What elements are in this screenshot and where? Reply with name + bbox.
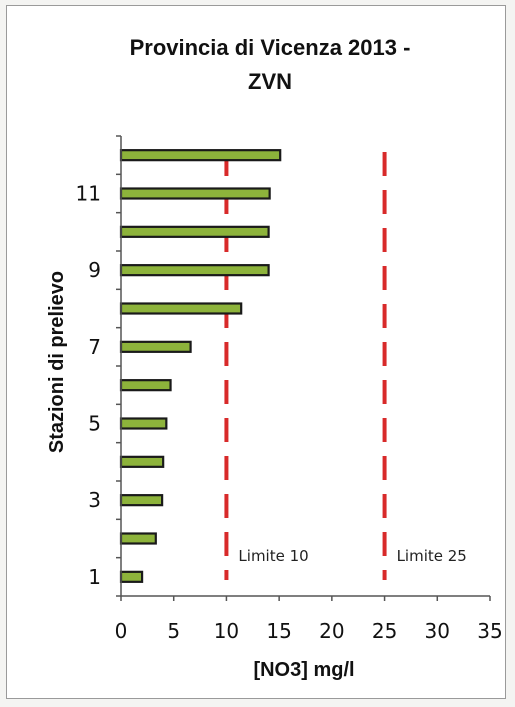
x-tick-labels: 0 5 10 15 20 25 30 35 bbox=[115, 619, 503, 643]
bar-station-9 bbox=[119, 264, 270, 277]
x-tick-label-15: 15 bbox=[266, 619, 291, 643]
y-tick-label-9: 9 bbox=[88, 258, 101, 282]
y-tick-label-7: 7 bbox=[88, 335, 101, 359]
y-tick-labels: 1 3 5 7 9 11 bbox=[76, 182, 101, 589]
y-tick-label-3: 3 bbox=[88, 488, 101, 512]
reference-lines: Limite 10 Limite 25 bbox=[224, 152, 467, 580]
x-tick-label-5: 5 bbox=[167, 619, 180, 643]
axes bbox=[116, 135, 491, 601]
bar-station-10 bbox=[119, 225, 270, 238]
y-tick-label-11: 11 bbox=[76, 182, 101, 206]
bar-station-12 bbox=[119, 149, 282, 162]
y-axis-title: Stazioni di prelievo bbox=[46, 271, 68, 453]
x-tick-label-20: 20 bbox=[319, 619, 344, 643]
x-tick-label-10: 10 bbox=[214, 619, 239, 643]
bar-station-6 bbox=[119, 379, 172, 392]
y-tick-label-1: 1 bbox=[88, 565, 101, 589]
reference-line-label-25: Limite 25 bbox=[397, 547, 467, 565]
bar-station-11 bbox=[119, 187, 271, 200]
chart-frame bbox=[6, 5, 506, 699]
bar-station-7 bbox=[119, 340, 192, 353]
x-tick-label-25: 25 bbox=[372, 619, 397, 643]
x-tick-label-35: 35 bbox=[477, 619, 502, 643]
bar-station-1 bbox=[119, 570, 144, 583]
bar-station-8 bbox=[119, 302, 243, 315]
chart-title-line-2: ZVN bbox=[248, 69, 292, 94]
bar-station-2 bbox=[119, 532, 157, 545]
y-tick-label-5: 5 bbox=[88, 412, 101, 436]
bar-station-4 bbox=[119, 455, 165, 468]
reference-line-label-10: Limite 10 bbox=[238, 547, 308, 565]
bar-station-5 bbox=[119, 417, 168, 430]
x-axis-title: [NO3] mg/l bbox=[253, 659, 354, 681]
x-tick-label-0: 0 bbox=[115, 619, 128, 643]
bar-station-3 bbox=[119, 494, 164, 507]
bars bbox=[119, 149, 282, 583]
chart-title-line-1: Provincia di Vicenza 2013 - bbox=[130, 35, 411, 60]
x-tick-label-30: 30 bbox=[425, 619, 450, 643]
